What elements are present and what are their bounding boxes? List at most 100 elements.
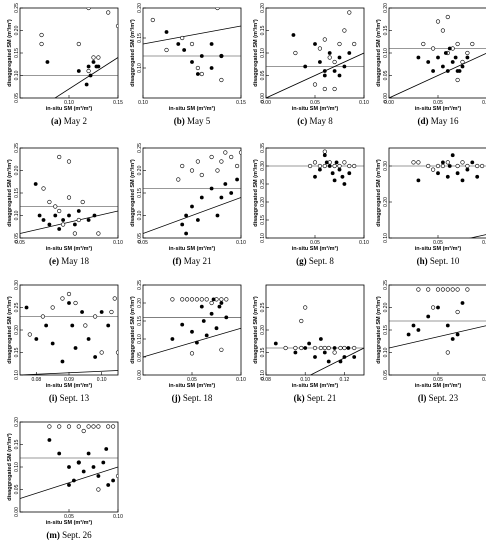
filled-point	[60, 359, 65, 364]
x-tick-label: 0.10	[482, 377, 486, 383]
y-tick-label: 0.00	[260, 93, 266, 103]
filled-point	[416, 178, 421, 183]
open-point	[219, 347, 224, 352]
filled-point	[322, 153, 327, 158]
open-point	[318, 345, 323, 351]
filled-point	[330, 171, 335, 176]
plot-frame	[142, 147, 242, 239]
filled-point	[445, 323, 450, 328]
panel-caption: (h) Sept. 10	[417, 256, 460, 266]
filled-point	[223, 182, 228, 186]
filled-point	[70, 323, 75, 328]
open-point	[445, 287, 450, 292]
y-tick-label: 0.20	[14, 417, 20, 427]
open-point	[435, 163, 441, 169]
panel-letter: (c)	[297, 116, 309, 126]
y-tick-label: 0.20	[137, 165, 143, 175]
open-point	[47, 199, 52, 205]
filled-point	[235, 177, 239, 182]
open-point	[86, 8, 91, 11]
x-axis-label: in-situ SM (m³/m³)	[292, 105, 339, 112]
panel-caption: (c) May 8	[297, 116, 333, 126]
open-point	[176, 177, 181, 182]
x-axis-label: in-situ SM (m³/m³)	[46, 105, 93, 112]
filled-point	[465, 167, 470, 172]
panel-date: Sept. 10	[430, 256, 460, 266]
filled-point	[88, 73, 93, 78]
x-tick-label: 0.10	[236, 240, 246, 246]
filled-point	[273, 341, 278, 346]
open-point	[312, 345, 318, 351]
y-tick-label: 0.15	[14, 347, 20, 357]
open-point	[60, 296, 65, 301]
panel-caption: (e) May 18	[49, 256, 89, 266]
x-axis-label: in-situ SM (m³/m³)	[415, 105, 462, 112]
filled-point	[416, 55, 421, 60]
filled-point	[450, 337, 455, 341]
open-point	[40, 314, 45, 319]
open-point	[460, 59, 465, 65]
open-point	[180, 297, 185, 302]
open-point	[465, 287, 470, 292]
filled-point	[450, 60, 455, 64]
x-tick-label: 0.10	[482, 100, 486, 106]
open-point	[219, 297, 224, 302]
open-point	[199, 172, 204, 178]
x-tick-label: 0.10	[113, 240, 123, 246]
panel-caption: (d) May 16	[418, 116, 459, 126]
x-tick-label: 0.10	[359, 240, 369, 246]
open-point	[312, 82, 318, 87]
y-tick-label: 0.10	[137, 334, 143, 344]
open-point	[322, 345, 327, 351]
y-tick-label: 0.30	[383, 161, 389, 171]
panel-letter: (l)	[418, 393, 429, 403]
open-point	[27, 332, 32, 337]
y-tick-label: 0.05	[14, 233, 20, 243]
open-point	[195, 65, 200, 71]
y-tick-label: 0.15	[260, 25, 266, 35]
open-point	[337, 41, 342, 47]
filled-point	[111, 478, 115, 483]
y-tick-label: 0.10	[260, 233, 266, 243]
open-point	[83, 323, 88, 328]
y-tick-label: 0.15	[383, 25, 389, 35]
open-point	[66, 159, 72, 164]
y-tick-label: 0.10	[14, 462, 20, 472]
filled-point	[195, 72, 200, 76]
filled-point	[219, 301, 224, 305]
x-tick-label: 0.05	[187, 377, 197, 383]
open-point	[332, 163, 337, 169]
filled-point	[170, 337, 175, 341]
filled-point	[431, 69, 435, 73]
filled-point	[41, 218, 46, 222]
y-tick-label: 0.05	[383, 370, 389, 380]
filled-point	[334, 160, 339, 165]
filled-point	[86, 218, 91, 222]
open-point	[326, 345, 331, 351]
open-point	[238, 150, 241, 155]
panel-1: 0.05 0.10 0.15 0.20 0.25 0.10 0.15 in-situ SM (…	[6, 3, 123, 126]
open-point	[195, 159, 200, 164]
filled-point	[346, 346, 351, 350]
x-axis-label: in-situ SM (m³/m³)	[169, 382, 216, 389]
filled-point	[313, 174, 317, 179]
open-point	[41, 186, 46, 191]
open-point	[347, 163, 352, 169]
filled-point	[81, 469, 86, 474]
x-tick-label: 0.10	[97, 377, 107, 383]
filled-point	[209, 66, 214, 70]
open-point	[347, 10, 352, 15]
open-point	[224, 297, 229, 302]
open-point	[223, 150, 228, 155]
open-point	[112, 296, 117, 301]
open-point	[303, 305, 308, 310]
open-point	[180, 163, 185, 169]
y-axis-label: disaggregated SM (m³/m³)	[6, 296, 13, 364]
y-axis-label: disaggregated SM (m³/m³)	[6, 159, 13, 227]
y-tick-label: 0.10	[260, 48, 266, 58]
open-point	[115, 350, 118, 355]
y-tick-label: 0.10	[137, 63, 143, 73]
filled-point	[332, 346, 337, 350]
open-point	[210, 0, 214, 4]
open-point	[445, 350, 450, 355]
